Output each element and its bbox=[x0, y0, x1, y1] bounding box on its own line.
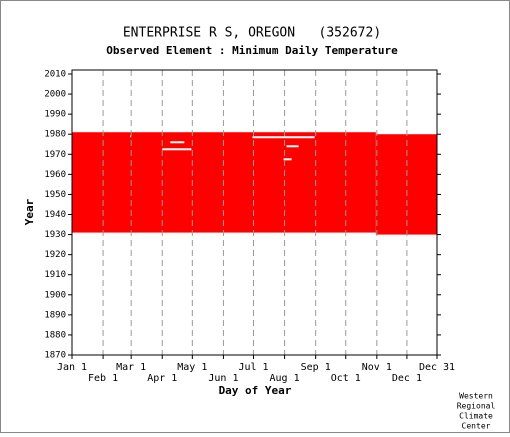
data-gap bbox=[283, 158, 292, 161]
x-tick-label: Dec 1 bbox=[392, 373, 422, 384]
x-tick-label: Nov 1 bbox=[362, 362, 392, 373]
y-tick-label: 1900 bbox=[44, 290, 66, 300]
credit-line: Regional bbox=[457, 402, 496, 411]
x-tick-label: Oct 1 bbox=[331, 373, 361, 384]
y-tick-label: 1980 bbox=[44, 130, 66, 140]
y-tick-label: 1940 bbox=[44, 210, 66, 220]
data-gap bbox=[252, 136, 315, 139]
y-tick-label: 1920 bbox=[44, 250, 66, 260]
y-axis-label: Year bbox=[23, 198, 36, 225]
x-tick-label: Feb 1 bbox=[88, 373, 118, 384]
y-tick-label: 1990 bbox=[44, 110, 66, 120]
y-tick-label: 1880 bbox=[44, 330, 66, 340]
x-tick-label: Sep 1 bbox=[301, 362, 331, 373]
x-tick-label: May 1 bbox=[177, 362, 207, 373]
y-tick-label: 1870 bbox=[44, 351, 66, 361]
data-gap bbox=[130, 135, 132, 138]
y-tick-label: 1930 bbox=[44, 230, 66, 240]
x-tick-label: Dec 31 bbox=[419, 362, 455, 373]
data-block bbox=[375, 134, 437, 235]
data-gap bbox=[162, 148, 192, 151]
chart-subtitle: Observed Element : Minimum Daily Tempera… bbox=[106, 44, 398, 57]
data-gap bbox=[286, 145, 299, 148]
y-tick-label: 1890 bbox=[44, 310, 66, 320]
x-tick-label: Jan 1 bbox=[57, 362, 87, 373]
x-tick-label: Jun 1 bbox=[208, 373, 238, 384]
credit-line: Center bbox=[462, 422, 491, 431]
x-tick-label: Aug 1 bbox=[270, 373, 300, 384]
y-tick-label: 1960 bbox=[44, 170, 66, 180]
y-tick-label: 1910 bbox=[44, 270, 66, 280]
x-tick-label: Mar 1 bbox=[116, 362, 146, 373]
data-gap bbox=[170, 141, 185, 144]
x-axis-label: Day of Year bbox=[219, 384, 292, 397]
credit-line: Climate bbox=[459, 412, 493, 421]
y-tick-label: 1950 bbox=[44, 190, 66, 200]
plot-frame bbox=[71, 69, 438, 356]
y-tick-label: 2000 bbox=[44, 90, 66, 100]
credit-line: Western bbox=[459, 392, 493, 401]
y-tick-label: 1970 bbox=[44, 150, 66, 160]
chart-title: ENTERPRISE R S, OREGON (352672) bbox=[123, 26, 381, 41]
x-tick-label: Jul 1 bbox=[238, 362, 268, 373]
y-tick-label: 2010 bbox=[44, 70, 66, 80]
data-block bbox=[72, 132, 376, 233]
x-tick-label: Apr 1 bbox=[147, 373, 177, 384]
